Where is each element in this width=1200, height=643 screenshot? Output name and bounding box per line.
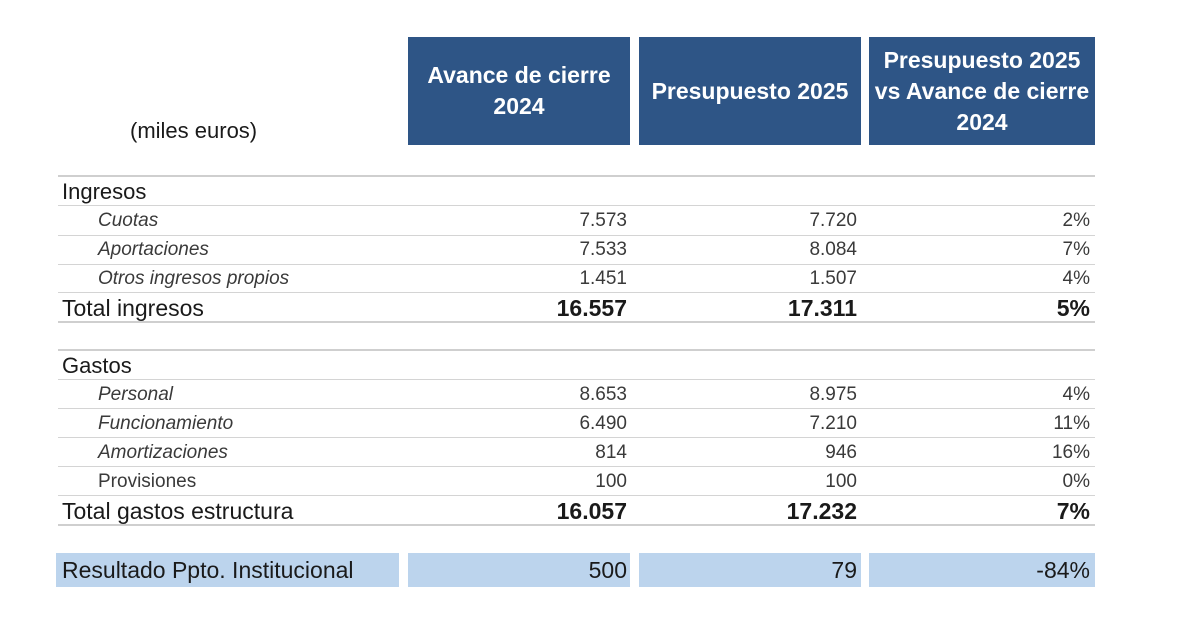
table-row: Aportaciones 7.533 8.084 7%: [0, 236, 1200, 264]
value-avance-2024: 6.490: [579, 413, 627, 434]
section-title-ingresos: Ingresos: [0, 178, 1200, 206]
value-avance-2024: 7.533: [579, 239, 627, 260]
value-avance-2024: 16.557: [556, 295, 627, 321]
result-cell-bg: [56, 553, 399, 587]
value-presupuesto-2025: 17.232: [786, 498, 857, 524]
row-label: Personal: [98, 384, 173, 405]
divider: [58, 349, 1095, 351]
value-presupuesto-2025: 946: [825, 442, 857, 463]
value-avance-2024: 16.057: [556, 498, 627, 524]
section-label: Ingresos: [62, 179, 147, 204]
section-label: Gastos: [62, 353, 132, 378]
divider: [58, 292, 1095, 293]
table-row: Personal 8.653 8.975 4%: [0, 381, 1200, 409]
value-variation: 7%: [1062, 239, 1090, 260]
value-variation: -84%: [1036, 557, 1090, 583]
value-presupuesto-2025: 1.507: [809, 268, 857, 289]
row-label: Amortizaciones: [98, 442, 228, 463]
value-avance-2024: 100: [595, 471, 627, 492]
total-row-gastos: Total gastos estructura 16.057 17.232 7%: [0, 497, 1200, 525]
table-row: Cuotas 7.573 7.720 2%: [0, 207, 1200, 235]
column-header-variation: Presupuesto 2025 vs Avance de cierre 202…: [869, 37, 1095, 145]
divider: [58, 495, 1095, 496]
divider: [58, 321, 1095, 323]
value-avance-2024: 7.573: [579, 210, 627, 231]
table-row: Provisiones 100 100 0%: [0, 468, 1200, 496]
units-label: (miles euros): [130, 118, 258, 143]
value-presupuesto-2025: 7.210: [809, 413, 857, 434]
divider: [58, 264, 1095, 265]
value-variation: 11%: [1053, 413, 1090, 434]
value-presupuesto-2025: 8.084: [809, 239, 857, 260]
value-presupuesto-2025: 7.720: [809, 210, 857, 231]
result-cell-bg: [869, 553, 1095, 587]
divider: [58, 379, 1095, 380]
value-avance-2024: 1.451: [579, 268, 627, 289]
column-header-avance-2024: Avance de cierre 2024: [408, 37, 630, 145]
value-avance-2024: 8.653: [579, 384, 627, 405]
row-label: Resultado Ppto. Institucional: [62, 557, 354, 583]
divider: [58, 175, 1095, 177]
row-label: Otros ingresos propios: [98, 268, 290, 289]
table-row: Amortizaciones 814 946 16%: [0, 439, 1200, 467]
value-avance-2024: 814: [595, 442, 627, 463]
value-variation: 2%: [1062, 210, 1090, 231]
table-row: Otros ingresos propios 1.451 1.507 4%: [0, 265, 1200, 293]
divider: [58, 524, 1095, 526]
section-title-gastos: Gastos: [0, 352, 1200, 380]
value-presupuesto-2025: 79: [831, 557, 857, 583]
table-row: Funcionamiento 6.490 7.210 11%: [0, 410, 1200, 438]
value-variation: 5%: [1056, 295, 1090, 321]
row-label: Provisiones: [98, 471, 197, 492]
divider: [58, 437, 1095, 438]
value-presupuesto-2025: 17.311: [787, 295, 857, 321]
divider: [58, 408, 1095, 409]
value-presupuesto-2025: 8.975: [809, 384, 857, 405]
divider: [58, 466, 1095, 467]
result-cell-bg: [639, 553, 861, 587]
row-label: Cuotas: [98, 210, 159, 231]
value-variation: 0%: [1062, 471, 1090, 492]
value-variation: 4%: [1062, 384, 1090, 405]
column-header-presupuesto-2025: Presupuesto 2025: [639, 37, 861, 145]
value-variation: 4%: [1062, 268, 1090, 289]
row-label: Funcionamiento: [98, 413, 234, 434]
result-row: Resultado Ppto. Institucional 500 79 -84…: [0, 556, 1200, 584]
value-avance-2024: 500: [588, 557, 627, 583]
divider: [58, 205, 1095, 206]
value-presupuesto-2025: 100: [825, 471, 857, 492]
result-cell-bg: [408, 553, 630, 587]
total-row-ingresos: Total ingresos 16.557 17.311 5%: [0, 294, 1200, 322]
row-label: Total ingresos: [62, 295, 204, 321]
value-variation: 16%: [1051, 442, 1090, 463]
row-label: Aportaciones: [98, 239, 209, 260]
divider: [58, 235, 1095, 236]
row-label: Total gastos estructura: [62, 498, 294, 524]
value-variation: 7%: [1056, 498, 1090, 524]
